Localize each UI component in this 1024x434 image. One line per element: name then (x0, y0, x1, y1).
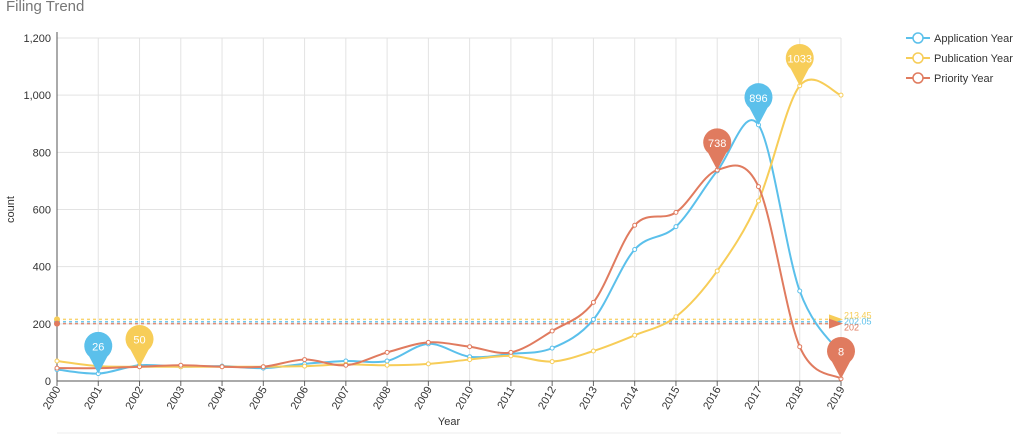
average-line-label: 213.45 (844, 310, 872, 320)
marker-pin (703, 128, 732, 171)
legend-label: Publication Year (934, 53, 1013, 65)
x-tick-label: 2003 (165, 385, 188, 412)
data-point[interactable] (673, 224, 679, 230)
data-point[interactable] (425, 361, 431, 367)
chart-title: Filing Trend (6, 0, 85, 15)
data-point[interactable] (632, 222, 638, 228)
data-point[interactable] (219, 364, 225, 370)
x-tick-label: 2009 (412, 385, 435, 412)
data-point[interactable] (673, 209, 679, 215)
data-point[interactable] (384, 358, 390, 364)
data-point[interactable] (302, 363, 308, 369)
x-axis-title: Year (438, 416, 461, 428)
data-point[interactable] (343, 362, 349, 368)
marker-pin-label: 8 (838, 347, 844, 359)
x-tick-label: 2008 (371, 385, 394, 412)
data-point[interactable] (632, 332, 638, 338)
x-tick-label: 2007 (330, 385, 353, 412)
x-tick-label: 2015 (660, 385, 683, 412)
data-point[interactable] (549, 328, 555, 334)
legend-item[interactable]: Priority Year (906, 72, 994, 85)
legend-swatch-marker (912, 32, 924, 44)
data-point[interactable] (54, 358, 60, 364)
legend-swatch-marker (912, 52, 924, 64)
data-point[interactable] (838, 92, 844, 98)
average-line-arrow (829, 318, 843, 329)
data-point[interactable] (467, 344, 473, 350)
data-point[interactable] (632, 247, 638, 253)
x-tick-label: 2017 (742, 385, 765, 412)
data-point[interactable] (755, 198, 761, 204)
x-tick-label: 2012 (536, 385, 559, 412)
data-point[interactable] (384, 362, 390, 368)
y-tick-label: 600 (33, 205, 51, 217)
legend-item[interactable]: Publication Year (906, 52, 1013, 65)
x-tick-label: 2016 (701, 385, 724, 412)
data-point[interactable] (755, 184, 761, 190)
marker-pin (827, 336, 856, 379)
marker-pin (744, 83, 773, 125)
data-point[interactable] (590, 348, 596, 354)
average-line-label: 202.05 (844, 317, 872, 327)
x-tick-label: 2011 (495, 385, 517, 411)
y-tick-label: 200 (33, 319, 51, 331)
data-point[interactable] (508, 349, 514, 355)
marker-pin-label: 896 (749, 93, 767, 105)
legend-label: Priority Year (934, 73, 994, 85)
data-point[interactable] (54, 365, 60, 371)
data-point[interactable] (302, 357, 308, 363)
data-point[interactable] (178, 362, 184, 368)
average-line-label: 202 (844, 323, 859, 333)
data-point[interactable] (590, 299, 596, 305)
marker-pin-label: 1033 (787, 54, 811, 66)
data-point[interactable] (425, 339, 431, 345)
marker-pin-label: 738 (708, 138, 726, 150)
average-line-start (54, 320, 60, 327)
marker-pin (785, 44, 814, 86)
data-point[interactable] (797, 288, 803, 294)
x-tick-label: 2019 (825, 385, 848, 412)
x-tick-label: 2006 (289, 385, 312, 412)
series-line (56, 164, 842, 380)
marker-pin (84, 331, 113, 374)
data-point[interactable] (549, 345, 555, 351)
y-tick-label: 0 (45, 376, 51, 388)
marker-pin-label: 50 (133, 335, 145, 347)
legend-item[interactable]: Application Year (906, 32, 1013, 45)
x-tick-label: 2010 (454, 385, 477, 412)
legend-label: Application Year (934, 33, 1013, 45)
marker-pin (125, 324, 154, 367)
marker-pin-label: 26 (92, 342, 104, 354)
data-point[interactable] (549, 359, 555, 365)
data-point[interactable] (260, 364, 266, 370)
x-tick-label: 2004 (206, 385, 229, 412)
series-line (56, 78, 842, 368)
x-tick-label: 2002 (123, 385, 146, 412)
data-point[interactable] (384, 349, 390, 355)
x-tick-label: 2000 (41, 385, 64, 412)
data-point[interactable] (797, 344, 803, 350)
y-tick-label: 800 (33, 147, 51, 159)
legend-swatch-marker (912, 72, 924, 84)
x-tick-label: 2014 (619, 385, 642, 412)
x-tick-label: 2001 (82, 385, 105, 412)
data-point[interactable] (590, 317, 596, 323)
x-tick-label: 2018 (784, 385, 807, 412)
y-axis-title: count (5, 196, 17, 223)
y-tick-label: 1,000 (23, 90, 51, 102)
data-point[interactable] (673, 314, 679, 320)
y-tick-label: 400 (33, 262, 51, 274)
y-tick-label: 1,200 (23, 33, 51, 45)
data-point[interactable] (714, 268, 720, 274)
x-tick-label: 2005 (247, 385, 270, 412)
x-tick-label: 2013 (577, 385, 600, 412)
data-point[interactable] (467, 357, 473, 363)
average-line-start (54, 316, 60, 323)
